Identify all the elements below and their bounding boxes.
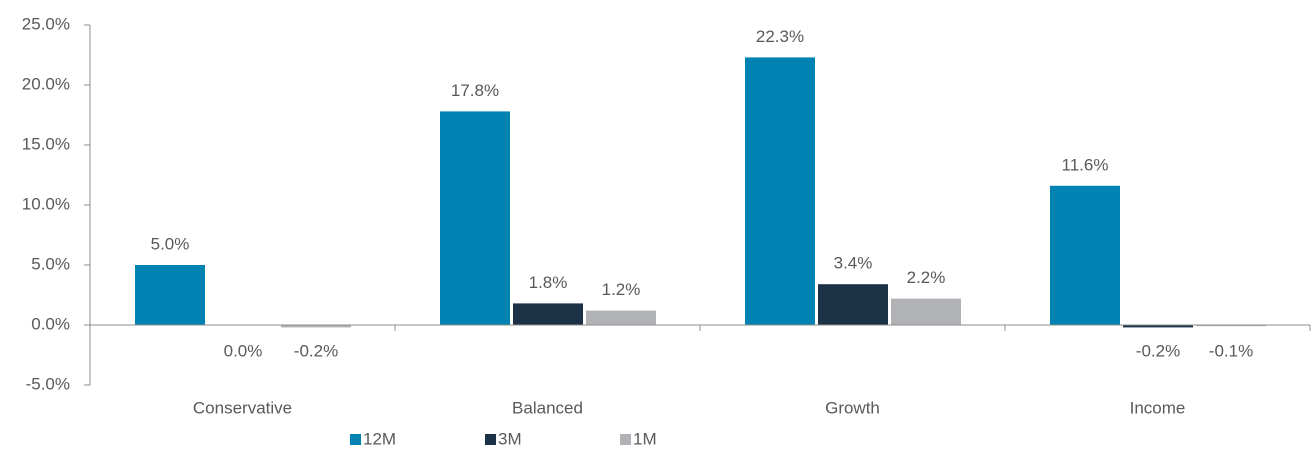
y-tick-label: 20.0% (22, 74, 70, 93)
x-tick-label: Growth (825, 398, 880, 417)
value-label: -0.2% (294, 341, 338, 360)
bar (891, 298, 961, 325)
value-label: 3.4% (834, 254, 873, 273)
legend-label: 3M (498, 429, 522, 448)
x-tick-label: Conservative (193, 398, 292, 417)
value-label: 1.2% (602, 280, 641, 299)
legend-swatch (350, 434, 361, 445)
y-tick-label: 25.0% (22, 14, 70, 33)
value-label: 11.6% (1062, 155, 1109, 174)
x-tick-label: Balanced (512, 398, 583, 417)
bar (513, 303, 583, 325)
bar (135, 265, 205, 325)
value-label: 5.0% (151, 234, 190, 253)
value-label: -0.1% (1209, 341, 1253, 360)
value-label: 2.2% (907, 268, 946, 287)
y-tick-label: 5.0% (31, 254, 70, 273)
bar (1050, 185, 1120, 325)
bar (586, 310, 656, 325)
bar (281, 325, 351, 328)
bar (1123, 325, 1193, 328)
legend-swatch (485, 434, 496, 445)
bar (440, 111, 510, 326)
bar (1196, 325, 1266, 327)
value-label: 22.3% (756, 27, 804, 46)
value-label: 1.8% (529, 273, 568, 292)
bar (745, 57, 815, 326)
y-tick-label: 15.0% (22, 134, 70, 153)
x-tick-label: Income (1130, 398, 1186, 417)
value-label: -0.2% (1136, 341, 1180, 360)
bar (818, 284, 888, 325)
y-tick-label: -5.0% (26, 374, 70, 393)
y-tick-label: 10.0% (22, 194, 70, 213)
y-tick-label: 0.0% (31, 314, 70, 333)
legend-label: 1M (633, 429, 657, 448)
value-label: 0.0% (224, 341, 263, 360)
legend-swatch (620, 434, 631, 445)
value-label: 17.8% (451, 81, 499, 100)
legend-label: 12M (363, 429, 396, 448)
